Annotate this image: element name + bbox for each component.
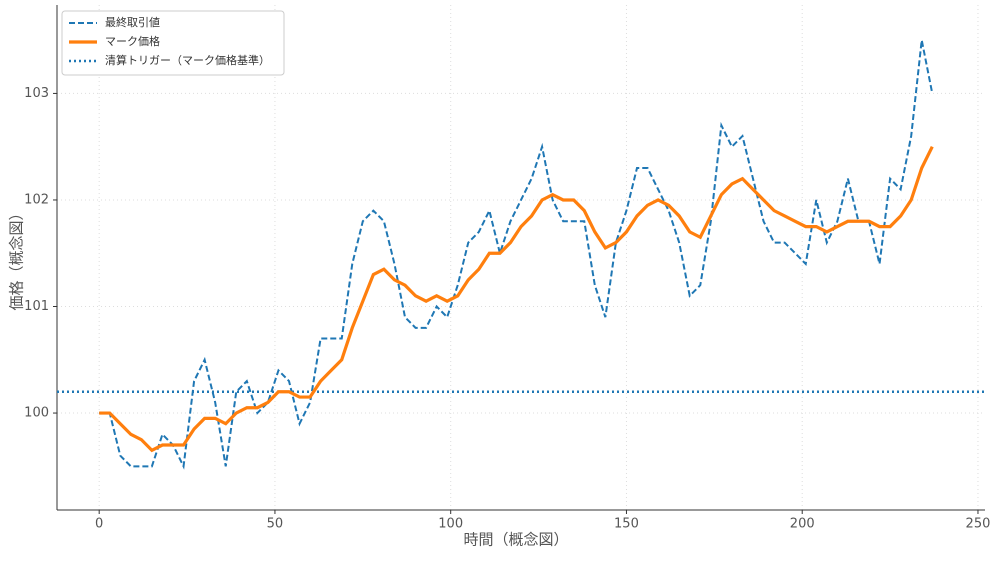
- series-line: [99, 145, 934, 453]
- y-tick-label: 103: [24, 86, 49, 101]
- legend-label: 清算トリガー（マーク価格基準）: [105, 53, 270, 67]
- y-tick-label: 101: [24, 299, 49, 314]
- legend-label: マーク価格: [105, 34, 160, 48]
- x-tick-label: 0: [95, 517, 103, 532]
- y-tick-label: 102: [24, 192, 49, 207]
- x-tick-label: 250: [966, 517, 991, 532]
- x-tick-label: 150: [614, 517, 639, 532]
- series-line: [99, 39, 934, 470]
- x-tick-label: 200: [790, 517, 815, 532]
- x-axis-label: 時間（概念図）: [463, 531, 568, 549]
- x-tick-label: 50: [267, 517, 284, 532]
- legend-label: 最終取引値: [105, 15, 160, 29]
- y-tick-label: 100: [24, 406, 49, 421]
- y-axis-label: 価格（概念図）: [8, 205, 26, 310]
- x-tick-label: 100: [438, 517, 463, 532]
- legend-box: [61, 10, 285, 76]
